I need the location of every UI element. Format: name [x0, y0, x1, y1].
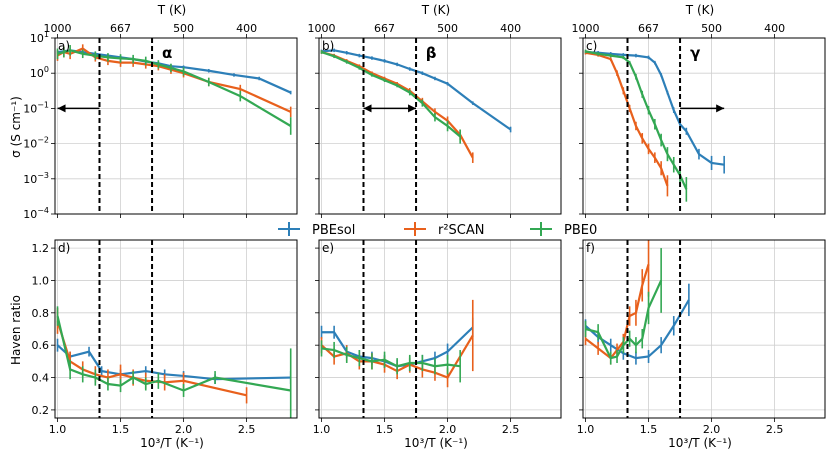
- series-group: [584, 240, 690, 365]
- y-tick-label: 101: [30, 30, 49, 45]
- series-group: [584, 49, 725, 202]
- top-tick-label: 667: [638, 22, 659, 35]
- top-tick-label: 667: [110, 22, 131, 35]
- legend-item-pbe0: PBE0: [530, 222, 597, 238]
- y-axis-label-conductivity: σ (S cm⁻¹): [9, 96, 23, 158]
- series-group: [56, 44, 292, 135]
- x-tick-label: 1.0: [313, 423, 331, 436]
- range-arrow-head: [363, 104, 372, 113]
- legend-item-pbesol: PBEsol: [278, 222, 355, 238]
- x-tick-label: 1.5: [376, 423, 394, 436]
- y-tick-label: 10−4: [23, 206, 49, 221]
- phase-label: β: [426, 44, 437, 62]
- y-tick-label: 0.6: [32, 339, 50, 352]
- top-tick-label: 1000: [44, 22, 72, 35]
- x-tick-label: 2.0: [175, 423, 193, 436]
- series-line-pbe0: [321, 51, 461, 138]
- x-tick-label: 1.5: [640, 423, 658, 436]
- series-line-rscan: [321, 51, 474, 159]
- panel-label: a): [58, 39, 70, 53]
- y-tick-label: 10−3: [23, 171, 49, 186]
- top-xlabel-b: T (K): [421, 3, 450, 17]
- series-group: [56, 306, 292, 418]
- panel-a: 1000 667 500 400 10−4 10−3 10−2 10−1 100 101 a) α: [23, 22, 298, 221]
- legend-label-pbesol: PBEsol: [312, 223, 355, 238]
- top-tick-label: 400: [236, 22, 257, 35]
- top-tick-label: 667: [374, 22, 395, 35]
- top-xlabel-c: T (K): [685, 3, 714, 17]
- plot-frame: [582, 37, 826, 215]
- y-tick-label: 0.2: [32, 404, 50, 417]
- y-tick-label: 0.8: [32, 307, 50, 320]
- x-tick-label: 1.0: [49, 423, 67, 436]
- top-tick-label: 1000: [572, 22, 600, 35]
- legend: PBEsol r²SCAN PBE0: [278, 222, 597, 238]
- plot-frame: [54, 37, 298, 215]
- series-line-pbe0: [57, 49, 292, 127]
- panel-b: 1000 667 500 400 b) β: [308, 22, 562, 218]
- x-tick-label: 1.5: [112, 423, 130, 436]
- plot-frame: [318, 239, 562, 419]
- series-line-rscan: [585, 51, 669, 187]
- x-tick-label: 2.0: [703, 423, 721, 436]
- panel-d: 1.0 1.5 2.0 2.5 0.2 0.4 0.6 0.8 1.0 1.2 d): [32, 239, 298, 436]
- top-tick-label: 400: [500, 22, 521, 35]
- legend-label-r2scan: r²SCAN: [438, 223, 485, 238]
- plot-frame: [54, 239, 298, 419]
- legend-item-r2scan: r²SCAN: [404, 222, 485, 238]
- top-tick-label: 400: [764, 22, 785, 35]
- top-tick-label: 500: [437, 22, 458, 35]
- bottom-xlabel-d: 10³/T (K⁻¹): [140, 436, 204, 450]
- y-tick-label: 0.4: [32, 372, 50, 385]
- range-arrow-head: [57, 104, 66, 113]
- series-line-pbe0: [321, 347, 461, 368]
- panel-e: 1.0 1.5 2.0 2.5 e): [313, 239, 562, 436]
- x-tick-label: 2.0: [439, 423, 457, 436]
- range-arrow-head: [716, 104, 725, 113]
- plot-frame: [582, 239, 826, 419]
- x-tick-label: 1.0: [577, 423, 595, 436]
- panel-f: 1.0 1.5 2.0 2.5 f): [577, 239, 826, 436]
- y-axis-label-haven: Haven ratio: [9, 295, 23, 365]
- panel-label: b): [322, 39, 334, 53]
- bottom-xlabel-f: 10³/T (K⁻¹): [668, 436, 732, 450]
- panel-label: f): [586, 241, 595, 255]
- series-line-pbe0: [585, 279, 663, 360]
- panel-label: e): [322, 241, 334, 255]
- y-tick-label: 1.0: [32, 274, 50, 287]
- phase-label: α: [162, 44, 172, 62]
- x-tick-label: 2.5: [766, 423, 784, 436]
- series-line-pbe0: [56, 315, 291, 392]
- y-tick-label: 1.2: [32, 242, 50, 255]
- y-tick-label: 10−1: [23, 100, 49, 115]
- bottom-xlabel-e: 10³/T (K⁻¹): [404, 436, 468, 450]
- panel-label: c): [586, 39, 597, 53]
- y-tick-label: 100: [30, 65, 49, 80]
- panel-c: 1000 667 500 400 c) γ: [572, 22, 826, 218]
- x-tick-label: 2.5: [502, 423, 520, 436]
- top-xlabel-a: T (K): [157, 3, 186, 17]
- top-tick-label: 500: [701, 22, 722, 35]
- phase-label: γ: [690, 44, 700, 62]
- series-line-rscan: [56, 47, 292, 113]
- top-tick-label: 1000: [308, 22, 336, 35]
- legend-label-pbe0: PBE0: [564, 223, 597, 238]
- plot-frame: [318, 37, 562, 215]
- top-tick-label: 500: [173, 22, 194, 35]
- panel-label: d): [58, 241, 70, 255]
- x-tick-label: 2.5: [238, 423, 256, 436]
- series-group: [320, 48, 512, 163]
- series-line-pbe0: [585, 50, 688, 190]
- range-arrow-head: [408, 104, 417, 113]
- y-tick-label: 10−2: [23, 136, 49, 151]
- series-group: [320, 299, 474, 388]
